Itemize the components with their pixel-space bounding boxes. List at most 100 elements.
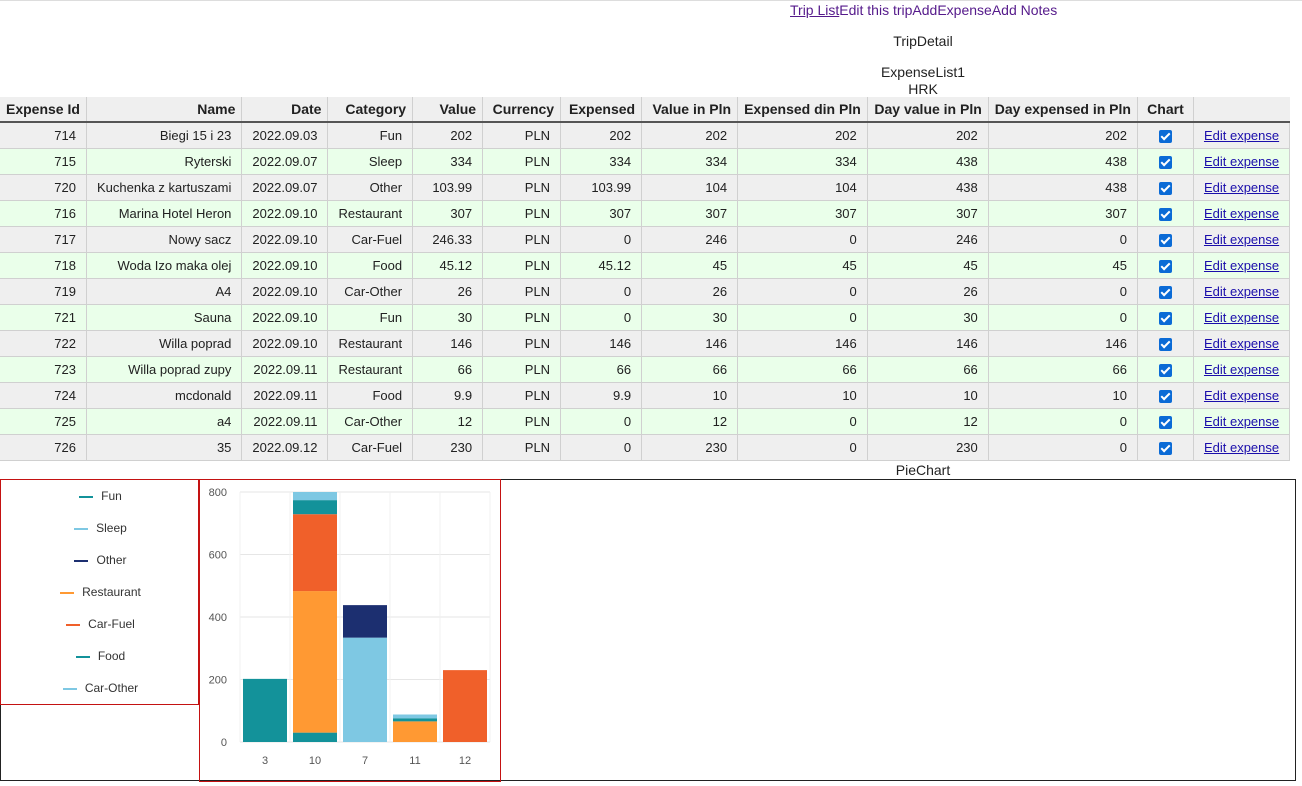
cell-chart [1137, 278, 1194, 305]
trip-list-link[interactable]: Trip List [790, 2, 840, 18]
chart-checkbox[interactable] [1158, 130, 1172, 144]
cell-actions: Edit expense [1193, 304, 1291, 331]
chart-checkbox[interactable] [1158, 208, 1172, 222]
cell-name: Nowy sacz [86, 226, 243, 253]
cell-currency: PLN [482, 434, 562, 461]
bar-segment-food [393, 718, 437, 722]
bar-segment-fun [243, 678, 287, 742]
edit-expense-link[interactable]: Edit expense [1203, 388, 1280, 403]
cell-value-in-pln: 66 [641, 356, 739, 383]
chart-checkbox[interactable] [1158, 182, 1172, 196]
edit-expense-link[interactable]: Edit expense [1203, 258, 1280, 273]
cell-expense-id: 723 [0, 356, 87, 383]
edit-expense-link[interactable]: Edit expense [1203, 284, 1280, 299]
cell-value-in-pln: 45 [641, 252, 739, 279]
chart-checkbox[interactable] [1158, 442, 1172, 456]
cell-name: Kuchenka z kartuszami [86, 174, 243, 201]
legend-item[interactable]: Car-Fuel [1, 617, 200, 631]
bar-segment-other [343, 605, 387, 638]
edit-expense-link[interactable]: Edit expense [1203, 154, 1280, 169]
chart-checkbox[interactable] [1158, 416, 1172, 430]
edit-expense-link[interactable]: Edit expense [1203, 128, 1280, 143]
edit-expense-link[interactable]: Edit expense [1203, 206, 1280, 221]
cell-expense-id: 725 [0, 408, 87, 435]
col-chart: Chart [1137, 97, 1194, 123]
cell-expense-id: 716 [0, 200, 87, 227]
chart-checkbox[interactable] [1158, 286, 1172, 300]
cell-day-expensed-in-pln: 307 [988, 200, 1138, 227]
cell-expensed: 334 [560, 148, 643, 175]
bar-segment-car-other [393, 714, 437, 719]
chart-checkbox[interactable] [1158, 390, 1172, 404]
y-tick-label: 800 [209, 487, 227, 499]
cell-expensed-din-pln: 146 [737, 330, 868, 357]
bar-segment-car-other [293, 492, 337, 501]
edit-expense-link[interactable]: Edit expense [1203, 362, 1280, 377]
edit-trip-link[interactable]: Edit this trip [839, 2, 913, 18]
cell-expensed-din-pln: 0 [737, 226, 868, 253]
edit-expense-link[interactable]: Edit expense [1203, 414, 1280, 429]
cell-currency: PLN [482, 304, 562, 331]
cell-currency: PLN [482, 226, 562, 253]
cell-day-expensed-in-pln: 0 [988, 278, 1138, 305]
cell-value: 146 [412, 330, 484, 357]
cell-chart [1137, 330, 1194, 357]
cell-expensed-din-pln: 0 [737, 434, 868, 461]
edit-expense-link[interactable]: Edit expense [1203, 336, 1280, 351]
add-expense-link[interactable]: AddExpense [912, 2, 992, 18]
bar-segment-restaurant [293, 591, 337, 733]
table-row: 718 Woda Izo maka olej 2022.09.10 Food 45.12… [0, 252, 1291, 279]
cell-expensed: 9.9 [560, 382, 643, 409]
chart-checkbox[interactable] [1158, 260, 1172, 274]
cell-expensed: 0 [560, 304, 643, 331]
cell-expense-id: 720 [0, 174, 87, 201]
legend-swatch [62, 687, 77, 690]
cell-name: 35 [86, 434, 243, 461]
cell-expense-id: 715 [0, 148, 87, 175]
table-row: 722 Willa poprad 2022.09.10 Restaurant 146 PL… [0, 330, 1291, 357]
cell-chart [1137, 434, 1194, 461]
cell-chart [1137, 122, 1194, 149]
edit-expense-link[interactable]: Edit expense [1203, 232, 1280, 247]
legend-item[interactable]: Fun [1, 489, 200, 503]
chart-checkbox[interactable] [1158, 364, 1172, 378]
legend-item[interactable]: Car-Other [1, 681, 200, 695]
cell-category: Fun [327, 304, 414, 331]
legend-item[interactable]: Restaurant [1, 585, 200, 599]
x-tick-label: 7 [362, 755, 368, 767]
col-category: Category [327, 97, 414, 123]
col-expense-id: Expense Id [0, 97, 87, 123]
cell-day-value-in-pln: 66 [867, 356, 989, 383]
cell-currency: PLN [482, 252, 562, 279]
add-notes-link[interactable]: Add Notes [991, 2, 1058, 18]
cell-actions: Edit expense [1193, 382, 1291, 409]
edit-expense-link[interactable]: Edit expense [1203, 180, 1280, 195]
cell-expense-id: 718 [0, 252, 87, 279]
chart-checkbox[interactable] [1158, 312, 1172, 326]
cell-category: Other [327, 174, 414, 201]
chart-checkbox[interactable] [1158, 338, 1172, 352]
cell-category: Car-Other [327, 408, 414, 435]
cell-value: 66 [412, 356, 484, 383]
cell-chart [1137, 382, 1194, 409]
table-row: 723 Willa poprad zupy 2022.09.11 Restaurant… [0, 356, 1291, 383]
cell-expensed-din-pln: 0 [737, 278, 868, 305]
cell-actions: Edit expense [1193, 226, 1291, 253]
cell-chart [1137, 356, 1194, 383]
cell-expense-id: 719 [0, 278, 87, 305]
cell-day-value-in-pln: 10 [867, 382, 989, 409]
edit-expense-link[interactable]: Edit expense [1203, 310, 1280, 325]
chart-checkbox[interactable] [1158, 234, 1172, 248]
cell-category: Restaurant [327, 330, 414, 357]
cell-expensed-din-pln: 10 [737, 382, 868, 409]
edit-expense-link[interactable]: Edit expense [1203, 440, 1280, 455]
cell-day-value-in-pln: 45 [867, 252, 989, 279]
cell-actions: Edit expense [1193, 278, 1291, 305]
cell-name: Ryterski [86, 148, 243, 175]
cell-expensed-din-pln: 45 [737, 252, 868, 279]
legend-item[interactable]: Food [1, 649, 200, 663]
legend-item[interactable]: Other [1, 553, 200, 567]
chart-checkbox[interactable] [1158, 156, 1172, 170]
legend-item[interactable]: Sleep [1, 521, 200, 535]
cell-date: 2022.09.03 [241, 122, 329, 149]
